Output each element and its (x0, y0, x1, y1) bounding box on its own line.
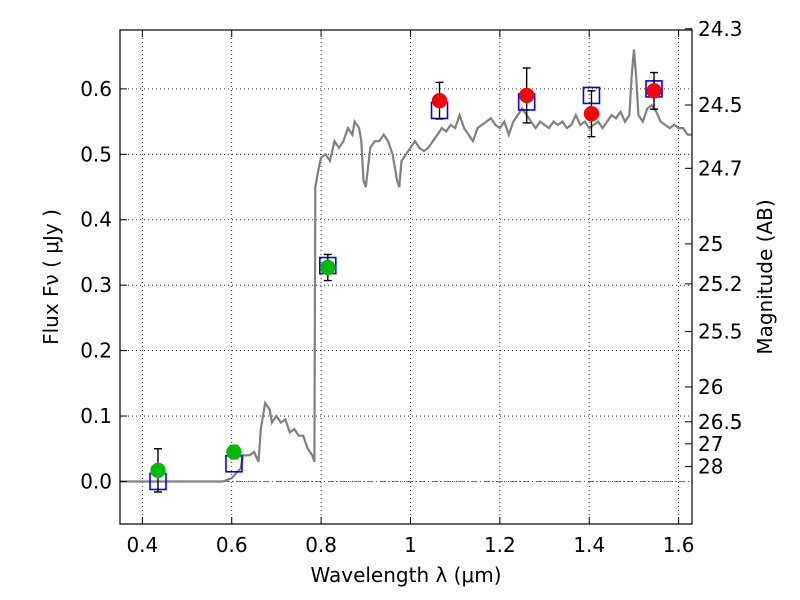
magnitude-tick-label: 28 (698, 454, 723, 478)
magnitude-tick-label: 25.5 (698, 320, 743, 344)
y-tick-label: 0.6 (80, 77, 112, 101)
observed-flux-point (431, 92, 448, 109)
x-tick-label: 0.6 (216, 533, 248, 557)
magnitude-tick-label: 27 (698, 432, 723, 456)
grid-lines (120, 30, 692, 524)
y-tick-label: 0.0 (80, 469, 112, 493)
x-tick-label: 0.8 (305, 533, 337, 557)
magnitude-tick-label: 24.5 (698, 93, 743, 117)
magnitude-tick-label: 25.2 (698, 272, 743, 296)
observed-flux-point (518, 87, 535, 104)
observed-flux-point (320, 259, 336, 276)
x-tick-label: 0.4 (126, 533, 158, 557)
x-axis-label: Wavelength λ (μm) (310, 563, 501, 587)
magnitude-tick-label: 24.3 (698, 17, 743, 41)
x-tick-label: 1.4 (573, 533, 605, 557)
plot-series (120, 49, 692, 493)
observed-flux-point (646, 83, 662, 99)
observed-flux-point (226, 444, 242, 460)
y-tick-label: 0.5 (80, 142, 112, 166)
y-tick-label: 0.1 (80, 404, 112, 428)
magnitude-tick-label: 26 (698, 375, 723, 399)
axis-ticks: 0.4 0.6 0.8 1 1.2 1.4 1.6 0.0 0.1 0.2 0.3 0.4 0.5 0.6… (80, 17, 742, 557)
observed-flux-point (150, 462, 166, 479)
x-tick-label: 1.2 (484, 533, 516, 557)
observed-flux-point (583, 106, 600, 122)
right-axis-label: Magnitude (AB) (753, 199, 777, 354)
y-tick-label: 0.2 (80, 339, 112, 363)
magnitude-tick-label: 24.7 (698, 156, 743, 180)
x-tick-label: 1.6 (663, 533, 695, 557)
magnitude-tick-label: 26.5 (698, 410, 743, 434)
plot-frame (119, 29, 693, 525)
y-axis-label: Flux Fν ( μJy ) (39, 209, 63, 345)
y-tick-label: 0.3 (80, 273, 112, 297)
x-tick-label: 1 (404, 533, 417, 557)
spectrum-line (120, 49, 692, 483)
y-tick-label: 0.4 (80, 208, 112, 232)
magnitude-tick-label: 25 (698, 232, 723, 256)
